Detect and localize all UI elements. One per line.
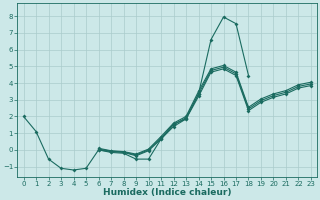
X-axis label: Humidex (Indice chaleur): Humidex (Indice chaleur) xyxy=(103,188,232,197)
